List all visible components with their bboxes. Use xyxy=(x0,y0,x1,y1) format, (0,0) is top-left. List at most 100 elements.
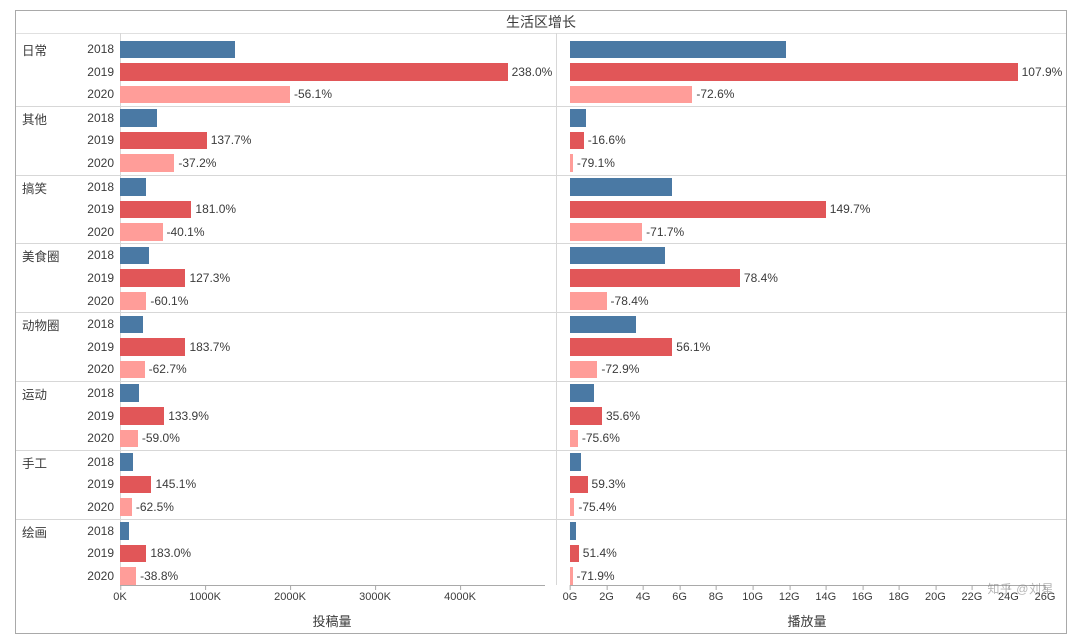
panel-left-cell xyxy=(120,313,545,336)
panel-right-cell: 51.4% xyxy=(570,542,1045,565)
rows-region: 日常20182019238.0%107.9%2020-56.1%-72.6%其他… xyxy=(16,38,1066,585)
panel-right-cell: -72.9% xyxy=(570,358,1045,381)
x-tick: 22G xyxy=(962,585,983,603)
x-tick: 2000K xyxy=(274,585,306,603)
bar xyxy=(120,63,508,81)
bar xyxy=(570,269,740,287)
bar xyxy=(120,132,207,150)
bar xyxy=(120,545,146,563)
panel-right-cell xyxy=(570,451,1045,474)
data-row: 2020-62.5%-75.4% xyxy=(16,496,1066,519)
panel-right-cell xyxy=(570,520,1045,543)
data-row: 2018 xyxy=(16,244,1066,267)
bar xyxy=(120,316,143,334)
panel-left-cell: 238.0% xyxy=(120,61,545,84)
bar xyxy=(120,269,185,287)
bar-label: 127.3% xyxy=(189,267,230,290)
panel-left-cell: 127.3% xyxy=(120,267,545,290)
panel-right-cell: -75.4% xyxy=(570,496,1045,519)
bar xyxy=(570,316,636,334)
bar xyxy=(570,407,602,425)
year-label: 2018 xyxy=(74,382,114,405)
panel-left-cell xyxy=(120,382,545,405)
panel-left-cell: -59.0% xyxy=(120,427,545,450)
panel-left-cell: 145.1% xyxy=(120,473,545,496)
year-label: 2018 xyxy=(74,244,114,267)
data-row: 2018 xyxy=(16,38,1066,61)
panel-right-cell: -79.1% xyxy=(570,152,1045,175)
x-tick: 10G xyxy=(742,585,763,603)
year-label: 2018 xyxy=(74,313,114,336)
panel-left-cell: -37.2% xyxy=(120,152,545,175)
bar xyxy=(570,132,584,150)
year-label: 2019 xyxy=(74,61,114,84)
x-tick: 4000K xyxy=(444,585,476,603)
row-group: 其他20182019137.7%-16.6%2020-37.2%-79.1% xyxy=(16,106,1066,175)
bar-label: 181.0% xyxy=(195,198,236,221)
bar xyxy=(570,201,826,219)
bar-label: 56.1% xyxy=(676,336,710,359)
bar xyxy=(570,86,692,104)
x-tick: 14G xyxy=(815,585,836,603)
bar xyxy=(570,247,665,265)
data-row: 2020-59.0%-75.6% xyxy=(16,427,1066,450)
bar xyxy=(570,498,574,516)
x-tick: 18G xyxy=(888,585,909,603)
bar xyxy=(120,178,146,196)
year-label: 2019 xyxy=(74,129,114,152)
year-label: 2019 xyxy=(74,542,114,565)
bar xyxy=(120,407,164,425)
bar xyxy=(120,522,129,540)
bar-label: -78.4% xyxy=(611,290,649,313)
bar xyxy=(570,522,576,540)
data-row: 2018 xyxy=(16,107,1066,130)
year-label: 2019 xyxy=(74,336,114,359)
axis-title-right: 播放量 xyxy=(787,611,826,630)
bar xyxy=(120,201,191,219)
bar-label: 137.7% xyxy=(211,129,252,152)
data-row: 2019133.9%35.6% xyxy=(16,405,1066,428)
data-row: 2018 xyxy=(16,313,1066,336)
data-row: 2020 -37.2% -79.1% xyxy=(16,152,1066,175)
x-tick: 6G xyxy=(672,585,687,603)
panel-right-cell: -71.7% xyxy=(570,221,1045,244)
panel-right-cell xyxy=(570,107,1045,130)
data-row: 2020 -60.1% -78.4% xyxy=(16,290,1066,313)
bar xyxy=(570,63,1018,81)
panel-left-cell xyxy=(120,451,545,474)
bar xyxy=(120,338,185,356)
bar-label: 183.0% xyxy=(150,542,191,565)
x-tick: 16G xyxy=(852,585,873,603)
bar xyxy=(570,154,573,172)
bar-label: -60.1% xyxy=(150,290,188,313)
row-group: 美食圈20182019127.3%78.4%2020-60.1%-78.4% xyxy=(16,243,1066,312)
data-row: 2020-56.1%-72.6% xyxy=(16,83,1066,106)
panel-left-cell: -62.7% xyxy=(120,358,545,381)
bar xyxy=(570,109,586,127)
data-row: 2020 -62.7% -72.9% xyxy=(16,358,1066,381)
bar xyxy=(570,361,597,379)
bar xyxy=(570,567,573,585)
panel-right-cell: -16.6% xyxy=(570,129,1045,152)
year-label: 2019 xyxy=(74,473,114,496)
panel-right-cell xyxy=(570,244,1045,267)
year-label: 2020 xyxy=(74,290,114,313)
x-tick: 0G xyxy=(563,585,578,603)
data-row: 2020-38.8%-71.9% xyxy=(16,565,1066,588)
panel-right-cell: 78.4% xyxy=(570,267,1045,290)
row-group: 搞笑20182019181.0%149.7%2020-40.1%-71.7% xyxy=(16,175,1066,244)
year-label: 2018 xyxy=(74,38,114,61)
panel-left-cell: 137.7% xyxy=(120,129,545,152)
bar-label: 59.3% xyxy=(592,473,626,496)
data-row: 2019183.7%56.1% xyxy=(16,336,1066,359)
x-tick: 0K xyxy=(113,585,126,603)
year-label: 2020 xyxy=(74,152,114,175)
data-row: 2018 xyxy=(16,382,1066,405)
year-label: 2020 xyxy=(74,83,114,106)
row-group: 手工20182019145.1%59.3%2020-62.5%-75.4% xyxy=(16,450,1066,519)
year-label: 2019 xyxy=(74,267,114,290)
year-label: 2020 xyxy=(74,358,114,381)
bar-label: -59.0% xyxy=(142,427,180,450)
bar-label: -71.7% xyxy=(646,221,684,244)
panel-left-cell xyxy=(120,38,545,61)
